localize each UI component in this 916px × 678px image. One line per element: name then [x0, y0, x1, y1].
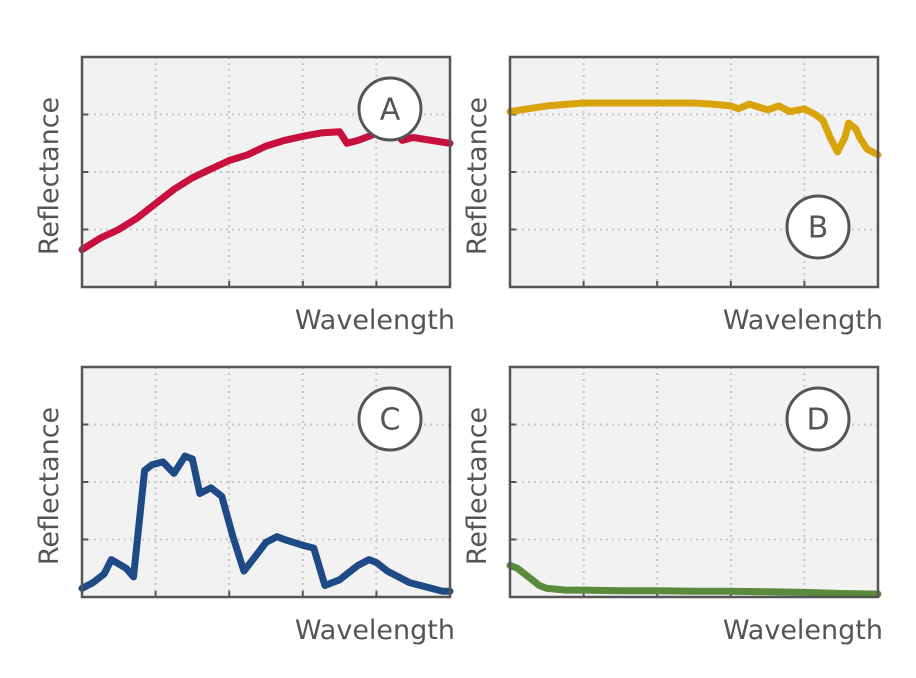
badge-circle — [357, 386, 423, 452]
plot-frame — [508, 365, 880, 599]
x-axis-label: Wavelength — [295, 305, 455, 336]
badge-circle — [357, 76, 423, 142]
x-axis-label: Wavelength — [723, 305, 883, 336]
series-line-b — [506, 99, 882, 159]
badge-circle — [785, 194, 851, 260]
panel-badge-label: B — [808, 211, 829, 246]
panel-badge-label: D — [806, 403, 829, 438]
panel-badge-label: A — [380, 93, 401, 128]
badge-circle — [785, 386, 851, 452]
y-axis-label: Reflectance — [34, 407, 65, 565]
panel-b: B Wavelength Reflectance — [462, 55, 883, 336]
grid-lines — [510, 367, 878, 597]
x-axis-label: Wavelength — [295, 615, 455, 646]
panel-c: C Wavelength Reflectance — [34, 365, 455, 646]
series-line-d — [506, 561, 882, 598]
plot-frame — [80, 55, 452, 289]
series-line-c — [78, 452, 454, 595]
plot-frame — [80, 365, 452, 599]
y-axis-label: Reflectance — [462, 97, 493, 255]
panel-badge-label: C — [380, 403, 401, 438]
plot-frame — [508, 55, 880, 289]
panel-d: D Wavelength Reflectance — [462, 365, 883, 646]
x-axis-label: Wavelength — [723, 615, 883, 646]
panel-a: A Wavelength Reflectance — [34, 55, 455, 336]
y-axis-label: Reflectance — [462, 407, 493, 565]
y-axis-label: Reflectance — [34, 97, 65, 255]
